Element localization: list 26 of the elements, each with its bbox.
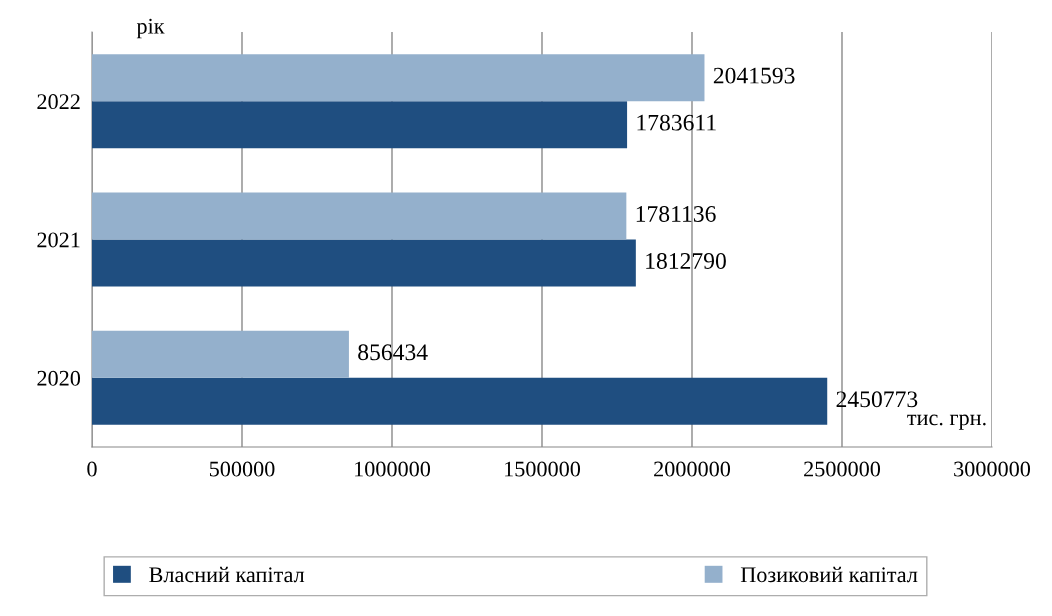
x-tick-label: 0 — [87, 461, 97, 477]
x-tick-label: 3000000 — [954, 461, 1031, 477]
legend-label: Власний капітал — [149, 566, 305, 583]
x-tick-label: 2000000 — [654, 461, 731, 477]
x-tick-label: 500000 — [209, 461, 275, 477]
bar — [92, 239, 636, 287]
bar — [92, 377, 828, 425]
x-tick-label: 1500000 — [505, 461, 581, 477]
y-tick-label: 2022 — [37, 94, 80, 110]
x-tick-label: 2500000 — [804, 461, 881, 477]
x-axis-title: тис. грн. — [907, 414, 986, 430]
data-label: 1812790 — [646, 252, 726, 269]
bar — [92, 330, 349, 378]
data-label: 2041593 — [713, 67, 795, 84]
data-label: 1781136 — [636, 205, 716, 222]
data-label: 1783611 — [637, 114, 716, 131]
bar — [92, 54, 705, 102]
y-tick-label: 2020 — [37, 370, 81, 386]
data-label: 2450773 — [836, 391, 918, 408]
bar — [92, 101, 628, 149]
bar — [92, 192, 627, 240]
data-label: 856434 — [358, 344, 428, 361]
y-axis-title: рік — [136, 18, 165, 39]
legend-label: Позиковий капітал — [740, 566, 918, 583]
y-tick-label: 2021 — [37, 232, 80, 248]
x-tick-label: 1000000 — [355, 461, 431, 477]
